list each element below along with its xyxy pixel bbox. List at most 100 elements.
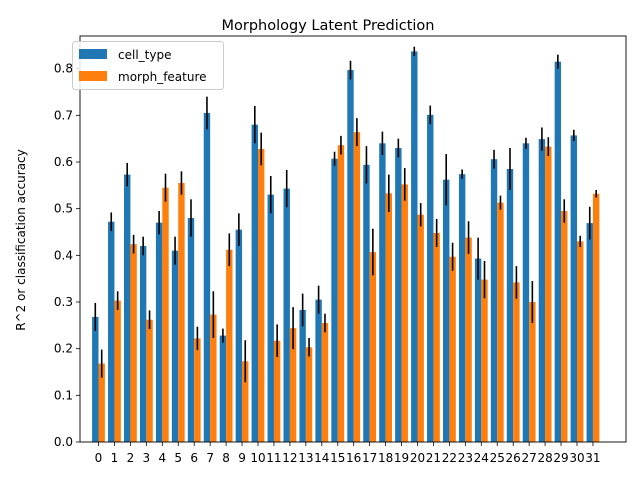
bar-morph_feature-9	[242, 361, 249, 442]
bar-cell_type-22	[443, 179, 450, 442]
bar-cell_type-6	[187, 218, 195, 442]
y-tick-label: 0.1	[54, 388, 73, 402]
x-tick-label: 20	[410, 451, 425, 465]
bar-morph_feature-7	[210, 314, 217, 442]
y-axis-label: R^2 or classification accuracy	[14, 149, 28, 331]
x-tick-label: 13	[298, 451, 313, 465]
bar-morph_feature-29	[561, 211, 568, 442]
bar-cell_type-26	[506, 169, 514, 442]
x-tick-label: 24	[474, 451, 489, 465]
bar-morph_feature-17	[369, 252, 377, 442]
legend-box	[72, 41, 224, 90]
x-tick-label: 14	[314, 451, 329, 465]
bar-cell_type-9	[235, 229, 243, 442]
bar-morph_feature-16	[353, 132, 361, 442]
x-tick-label: 6	[190, 451, 198, 465]
x-tick-label: 28	[537, 451, 552, 465]
bar-cell_type-4	[155, 222, 163, 442]
bar-morph_feature-4	[162, 187, 169, 442]
y-tick-label: 0.6	[54, 155, 73, 169]
y-tick-label: 0.2	[54, 342, 73, 356]
x-tick-label: 26	[506, 451, 521, 465]
bar-cell_type-25	[490, 159, 498, 442]
x-tick-label: 1	[111, 451, 119, 465]
bar-morph_feature-11	[273, 340, 281, 442]
bar-morph_feature-12	[289, 328, 297, 442]
bar-cell_type-28	[538, 139, 546, 442]
bar-morph_feature-31	[592, 193, 600, 442]
x-axis: 0 1 2 3 4 5 6 7 8 9 10 11 12 13 14 15 16 17 18 19 20 21 22 23 24…	[95, 442, 601, 465]
bar-morph_feature-6	[194, 338, 201, 442]
y-axis: 0.0 0.1 0.2 0.3 0.4 0.5 0.6 0.7 0.8	[54, 62, 80, 449]
bar-morph_feature-0	[98, 363, 105, 442]
legend-label-cell_type: cell_type	[118, 48, 171, 62]
bar-morph_feature-1	[114, 300, 121, 442]
y-tick-label: 0.3	[54, 295, 73, 309]
bar-morph_feature-10	[258, 148, 265, 442]
error-bars-layer	[94, 46, 597, 383]
x-tick-label: 25	[490, 451, 505, 465]
y-tick-label: 0.4	[54, 248, 73, 262]
bar-morph_feature-30	[577, 241, 584, 442]
bar-cell_type-0	[92, 316, 99, 442]
legend: cell_type morph_feature	[72, 41, 224, 90]
x-tick-label: 11	[266, 451, 281, 465]
x-tick-label: 12	[282, 451, 297, 465]
bar-cell_type-18	[379, 143, 386, 443]
bar-cell_type-21	[427, 114, 434, 442]
bar-cell_type-10	[251, 124, 258, 443]
bar-cell_type-8	[219, 335, 227, 442]
x-tick-label: 2	[127, 451, 135, 465]
plot-frame	[79, 35, 627, 443]
bar-morph_feature-19	[401, 184, 408, 442]
bar-cell_type-15	[331, 158, 338, 442]
bar-morph_feature-8	[226, 249, 233, 442]
bar-morph_feature-23	[465, 237, 472, 442]
legend-swatch-morph_feature	[79, 71, 107, 81]
bar-morph_feature-15	[337, 145, 345, 442]
x-tick-label: 18	[378, 451, 393, 465]
x-tick-label: 27	[522, 451, 537, 465]
x-tick-label: 3	[143, 451, 151, 465]
bar-morph_feature-20	[417, 214, 424, 442]
bar-morph_feature-28	[545, 146, 552, 442]
x-tick-label: 4	[158, 451, 166, 465]
bar-cell_type-17	[363, 164, 370, 443]
x-tick-label: 9	[238, 451, 246, 465]
bar-cell_type-13	[299, 309, 306, 442]
x-tick-label: 7	[206, 451, 214, 465]
bar-cell_type-20	[411, 51, 418, 443]
y-tick-label: 0.7	[54, 108, 73, 122]
bar-cell_type-7	[203, 113, 211, 442]
legend-swatch-cell_type	[79, 49, 107, 59]
bar-cell_type-27	[522, 143, 530, 443]
x-tick-label: 15	[330, 451, 345, 465]
bar-cell_type-30	[570, 135, 577, 442]
legend-label-morph_feature: morph_feature	[118, 70, 207, 84]
bar-cell_type-11	[267, 194, 274, 442]
bar-cell_type-24	[474, 258, 482, 442]
bar-morph_feature-2	[130, 244, 137, 442]
bar-morph_feature-14	[321, 323, 329, 442]
x-tick-label: 5	[174, 451, 182, 465]
bar-cell_type-1	[108, 221, 115, 442]
bar-cell_type-16	[347, 70, 354, 443]
bar-morph_feature-3	[146, 319, 153, 442]
x-tick-label: 23	[458, 451, 473, 465]
y-tick-label: 0.5	[54, 202, 73, 216]
bar-cell_type-23	[458, 174, 466, 442]
bar-cell_type-19	[395, 148, 402, 442]
bar-morph_feature-25	[497, 202, 504, 442]
bar-morph_feature-26	[513, 282, 520, 442]
bar-morph_feature-18	[385, 193, 392, 442]
x-tick-label: 17	[362, 451, 377, 465]
y-tick-label: 0.0	[54, 435, 73, 449]
x-tick-label: 16	[346, 451, 361, 465]
bar-cell_type-31	[586, 223, 593, 442]
bar-morph_feature-24	[481, 279, 488, 442]
bar-morph_feature-5	[178, 183, 185, 442]
x-tick-label: 31	[585, 451, 600, 465]
bars-layer	[92, 51, 600, 443]
x-tick-label: 30	[569, 451, 584, 465]
